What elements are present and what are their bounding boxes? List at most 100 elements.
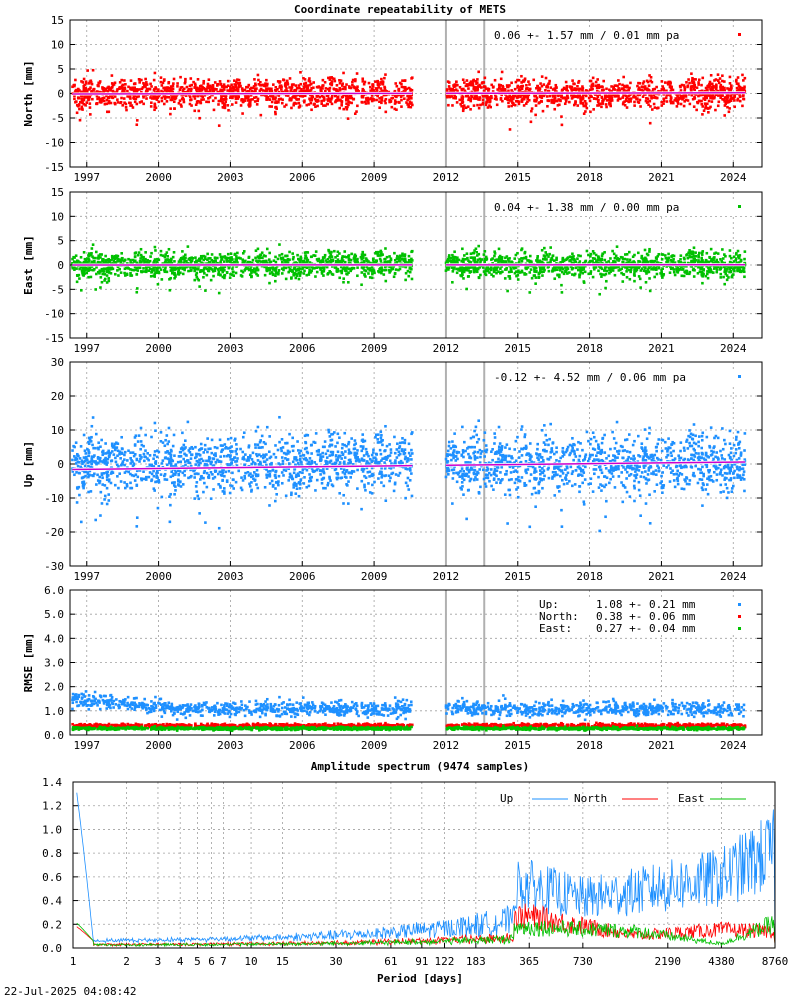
data-point bbox=[368, 276, 372, 279]
data-point bbox=[255, 87, 258, 90]
data-point bbox=[602, 88, 605, 92]
data-point bbox=[221, 275, 225, 279]
data-point bbox=[248, 87, 252, 91]
data-point bbox=[132, 90, 136, 94]
data-point bbox=[697, 254, 700, 257]
data-point bbox=[723, 80, 726, 83]
data-point bbox=[704, 258, 708, 262]
data-point bbox=[195, 90, 199, 94]
data-point bbox=[364, 269, 368, 273]
data-point bbox=[338, 88, 342, 91]
data-point bbox=[456, 89, 459, 93]
data-point bbox=[221, 255, 224, 259]
data-point bbox=[265, 261, 269, 265]
data-point bbox=[510, 99, 513, 103]
data-point bbox=[375, 98, 378, 102]
data-point bbox=[184, 80, 187, 84]
data-point bbox=[692, 246, 696, 250]
data-point bbox=[333, 79, 337, 83]
data-point bbox=[511, 101, 514, 104]
data-point bbox=[202, 269, 205, 273]
data-point bbox=[453, 83, 457, 86]
data-point bbox=[87, 98, 91, 101]
data-point bbox=[640, 267, 644, 270]
data-point bbox=[351, 80, 354, 84]
data-point bbox=[591, 250, 595, 253]
data-point bbox=[129, 271, 132, 275]
data-point bbox=[84, 80, 88, 84]
data-point bbox=[489, 266, 493, 269]
data-point bbox=[686, 261, 690, 265]
data-point bbox=[459, 102, 462, 106]
data-point bbox=[316, 104, 319, 108]
data-point bbox=[524, 266, 527, 270]
data-point bbox=[235, 257, 239, 260]
data-point bbox=[246, 96, 250, 100]
data-point bbox=[288, 258, 291, 262]
data-point bbox=[223, 102, 226, 106]
data-point bbox=[132, 268, 136, 272]
data-point bbox=[239, 274, 243, 277]
data-point bbox=[706, 270, 709, 273]
data-point bbox=[216, 261, 219, 265]
data-point bbox=[660, 80, 664, 83]
data-point bbox=[192, 266, 195, 270]
data-point bbox=[640, 88, 644, 92]
data-point bbox=[444, 269, 448, 272]
x-tick-label: 2000 bbox=[145, 171, 172, 184]
data-point bbox=[663, 254, 667, 257]
data-point bbox=[520, 74, 523, 78]
data-point bbox=[643, 248, 647, 252]
data-point bbox=[704, 106, 707, 110]
data-point bbox=[528, 261, 532, 265]
data-point bbox=[257, 259, 261, 263]
data-point bbox=[162, 86, 165, 90]
data-point bbox=[726, 93, 730, 97]
data-point bbox=[330, 97, 333, 101]
data-point bbox=[223, 276, 226, 280]
data-point bbox=[293, 272, 296, 275]
data-point bbox=[622, 88, 626, 91]
data-point bbox=[719, 258, 722, 261]
data-point bbox=[569, 258, 572, 262]
data-point bbox=[690, 79, 694, 83]
data-point bbox=[171, 94, 175, 98]
data-point bbox=[300, 87, 303, 91]
data-point bbox=[297, 277, 301, 281]
data-point bbox=[522, 97, 526, 101]
data-point bbox=[303, 261, 307, 265]
data-point bbox=[343, 250, 347, 253]
data-point bbox=[236, 82, 239, 85]
data-point bbox=[213, 259, 216, 263]
data-point bbox=[403, 97, 406, 100]
data-point bbox=[410, 277, 414, 281]
data-point bbox=[670, 255, 674, 258]
data-point bbox=[153, 259, 156, 263]
data-point bbox=[455, 258, 459, 262]
data-point bbox=[704, 274, 708, 278]
data-point bbox=[524, 256, 528, 260]
data-point bbox=[547, 261, 551, 265]
data-point bbox=[187, 269, 190, 273]
data-point bbox=[193, 109, 197, 113]
data-point bbox=[280, 88, 283, 91]
data-point bbox=[146, 259, 149, 262]
data-point bbox=[211, 84, 215, 87]
data-point bbox=[622, 75, 625, 79]
data-point bbox=[105, 274, 109, 277]
data-point bbox=[501, 84, 504, 88]
data-point bbox=[92, 88, 95, 92]
data-point bbox=[377, 86, 380, 89]
data-point bbox=[591, 259, 594, 263]
data-point bbox=[290, 106, 293, 110]
data-point bbox=[460, 260, 464, 263]
data-point bbox=[361, 250, 365, 254]
data-point bbox=[452, 89, 455, 92]
data-point bbox=[462, 260, 465, 264]
data-point bbox=[189, 266, 192, 269]
data-point bbox=[330, 255, 334, 258]
data-point bbox=[226, 89, 229, 92]
data-point bbox=[638, 88, 642, 91]
data-point bbox=[568, 85, 572, 88]
data-point bbox=[148, 267, 152, 270]
